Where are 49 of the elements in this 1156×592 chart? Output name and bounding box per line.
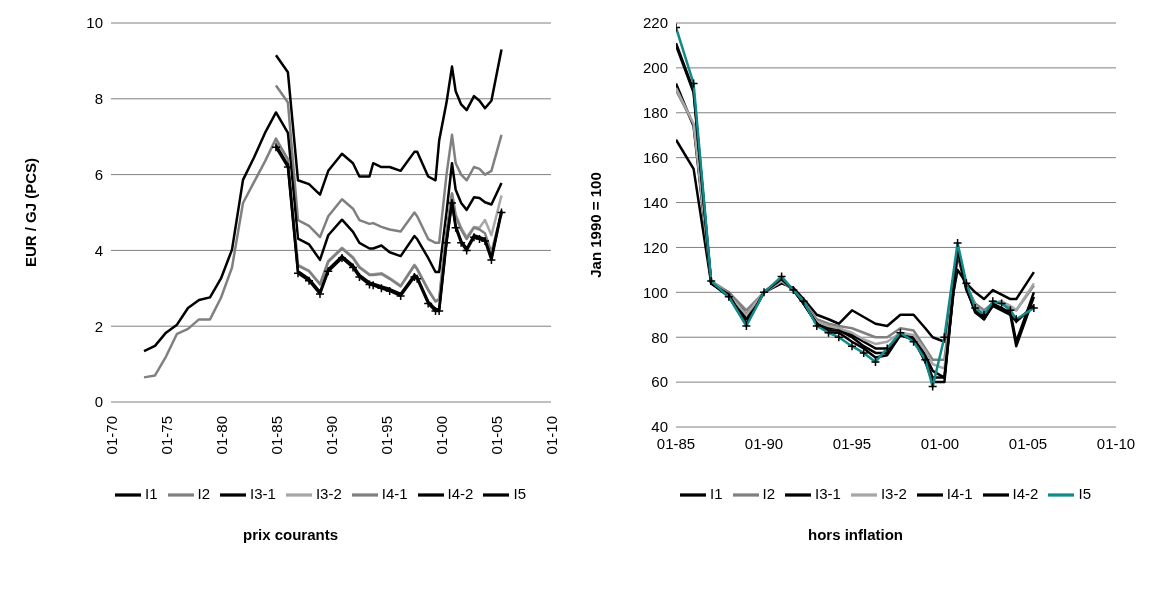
y-tick-label: 120 xyxy=(642,238,668,256)
legend-label: I3-1 xyxy=(250,484,276,502)
legend-label: I3-2 xyxy=(880,484,907,502)
y-tick-label: 160 xyxy=(642,148,668,166)
y-tick-label: 180 xyxy=(642,104,668,122)
x-tick-label: 01-90 xyxy=(322,416,339,455)
legend-label: I1 xyxy=(145,484,158,502)
y-tick-label: 60 xyxy=(650,373,668,391)
x-tick-label: 01-05 xyxy=(487,416,504,455)
x-tick-label: 01-90 xyxy=(744,435,783,452)
legend-label: I4-2 xyxy=(447,484,474,502)
x-tick-label: 01-05 xyxy=(1008,435,1047,452)
legend-label: I4-2 xyxy=(1012,484,1039,502)
legend-label: I3-2 xyxy=(315,484,342,502)
y-tick-label: 100 xyxy=(642,283,668,301)
x-tick-label: 01-00 xyxy=(432,416,449,455)
legend-label: I2 xyxy=(197,484,211,502)
y-tick-label: 0 xyxy=(94,393,103,411)
y-tick-label: 220 xyxy=(642,14,668,32)
y-tick-label: 40 xyxy=(650,418,668,436)
legend-label: I4-1 xyxy=(381,484,408,502)
y-axis-title: EUR / GJ (PCS) xyxy=(21,157,39,268)
x-tick-label: 01-95 xyxy=(377,416,394,455)
y-tick-label: 200 xyxy=(642,59,668,77)
x-tick-label: 01-10 xyxy=(1096,435,1135,452)
y-tick-label: 2 xyxy=(94,317,103,335)
y-tick-label: 8 xyxy=(94,90,103,108)
y-tick-label: 10 xyxy=(85,14,103,32)
legend-label: I5 xyxy=(513,484,526,502)
legend-label: I1 xyxy=(710,484,723,502)
x-tick-label: 01-95 xyxy=(832,435,871,452)
x-tick-label: 01-70 xyxy=(102,416,119,455)
legend-label: I3-1 xyxy=(815,484,841,502)
y-tick-label: 4 xyxy=(94,241,103,259)
legend-label: I5 xyxy=(1078,484,1091,502)
x-tick-label: 01-80 xyxy=(212,416,229,455)
x-tick-label: 01-85 xyxy=(656,435,695,452)
legend-label: I4-1 xyxy=(946,484,973,502)
x-tick-label: 01-85 xyxy=(267,416,284,455)
text: hors inflation xyxy=(808,526,903,543)
text: prix courants xyxy=(242,526,339,543)
y-tick-label: 140 xyxy=(642,193,668,211)
y-axis-title: Jan 1990 = 100 xyxy=(586,172,604,278)
x-tick-label: 01-00 xyxy=(920,435,959,452)
legend-label: I2 xyxy=(762,484,776,502)
x-tick-label: 01-10 xyxy=(542,416,559,455)
y-tick-label: 80 xyxy=(650,328,668,346)
x-tick-label: 01-75 xyxy=(157,416,174,455)
y-tick-label: 6 xyxy=(94,165,103,183)
